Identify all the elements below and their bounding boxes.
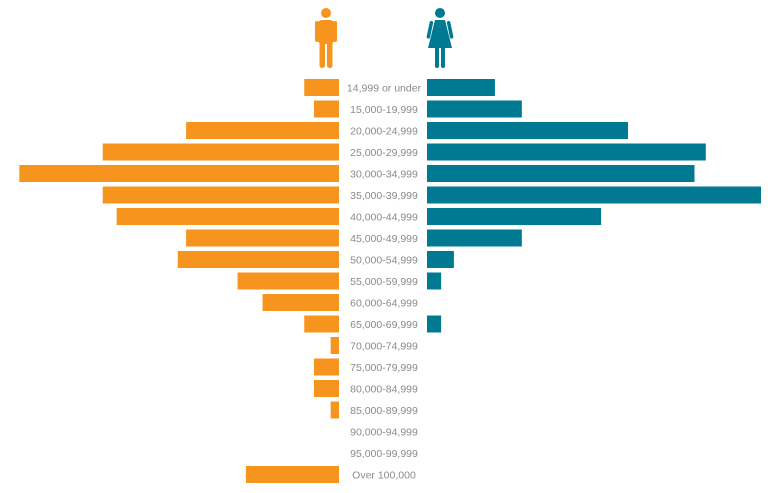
female-bar bbox=[427, 143, 706, 161]
male-bar bbox=[330, 401, 339, 419]
category-label: 35,000-39,999 bbox=[350, 190, 418, 202]
category-label: 50,000-54,999 bbox=[350, 255, 418, 267]
male-bar bbox=[304, 79, 339, 96]
male-bar bbox=[245, 466, 339, 483]
category-label: 70,000-74,999 bbox=[350, 341, 418, 353]
female-bar bbox=[427, 122, 628, 139]
male-bars bbox=[19, 79, 339, 483]
male-bar bbox=[237, 272, 339, 290]
male-bar bbox=[313, 358, 339, 376]
female-bars bbox=[427, 79, 761, 333]
female-icon bbox=[426, 8, 454, 68]
category-labels: 14,999 or under 15,000-19,999 20,000-24,99… bbox=[347, 83, 422, 482]
category-label: 20,000-24,999 bbox=[350, 126, 418, 138]
female-bar bbox=[427, 251, 454, 268]
female-bar bbox=[427, 229, 522, 247]
category-label: 40,000-44,999 bbox=[350, 212, 418, 224]
legend-icons bbox=[315, 8, 454, 68]
female-bar bbox=[427, 315, 442, 333]
category-label: 65,000-69,999 bbox=[350, 319, 418, 331]
male-bar bbox=[102, 143, 339, 161]
category-label: 15,000-19,999 bbox=[350, 104, 418, 116]
male-bar bbox=[116, 208, 339, 225]
male-bar bbox=[177, 251, 339, 268]
category-label: 14,999 or under bbox=[347, 83, 422, 95]
category-label: 85,000-89,999 bbox=[350, 405, 418, 417]
female-bar bbox=[427, 79, 495, 96]
male-bar bbox=[19, 165, 339, 182]
category-label: 95,000-99,999 bbox=[350, 448, 418, 460]
male-bar bbox=[313, 100, 339, 118]
female-bar bbox=[427, 165, 695, 182]
category-label: 55,000-59,999 bbox=[350, 276, 418, 288]
male-bar bbox=[186, 229, 339, 247]
male-bar bbox=[102, 186, 339, 204]
female-bar bbox=[427, 208, 602, 225]
category-label: 60,000-64,999 bbox=[350, 298, 418, 310]
male-bar bbox=[304, 315, 339, 333]
category-label: 30,000-34,999 bbox=[350, 169, 418, 181]
male-bar bbox=[262, 294, 339, 311]
category-label: 75,000-79,999 bbox=[350, 362, 418, 374]
category-label: 80,000-84,999 bbox=[350, 384, 418, 396]
female-bar bbox=[427, 272, 442, 290]
male-icon bbox=[315, 8, 337, 68]
category-label: 90,000-94,999 bbox=[350, 427, 418, 439]
female-bar bbox=[427, 100, 522, 118]
male-bar bbox=[313, 380, 339, 397]
male-bar bbox=[186, 122, 339, 139]
category-label: 45,000-49,999 bbox=[350, 233, 418, 245]
category-label: Over 100,000 bbox=[352, 470, 416, 482]
category-label: 25,000-29,999 bbox=[350, 147, 418, 159]
male-bar bbox=[330, 337, 339, 354]
female-bar bbox=[427, 186, 761, 204]
